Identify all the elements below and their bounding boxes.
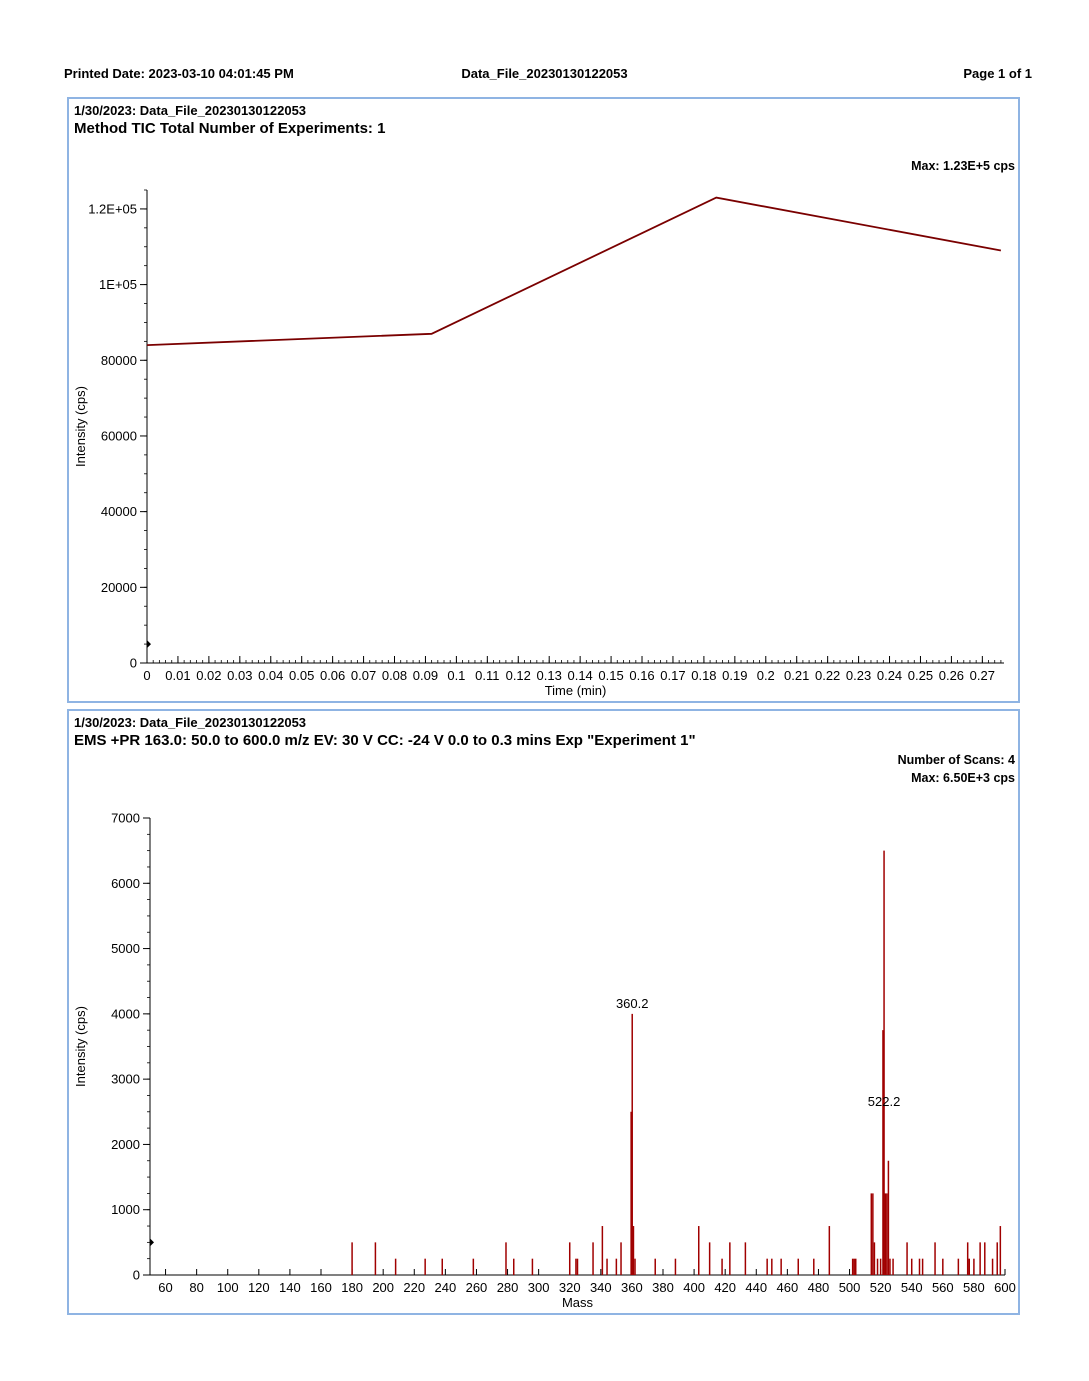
tic-x-tick-label: 0.05 xyxy=(289,668,314,683)
spectrum-x-tick-label: 540 xyxy=(901,1280,923,1295)
spectrum-y-tick-label: 2000 xyxy=(111,1137,140,1152)
spectrum-x-tick-label: 600 xyxy=(994,1280,1016,1295)
spectrum-y-tick-label: 5000 xyxy=(111,941,140,956)
spectrum-x-tick-label: 340 xyxy=(590,1280,612,1295)
tic-x-tick-label: 0.03 xyxy=(227,668,252,683)
tic-x-tick-label: 0.06 xyxy=(320,668,345,683)
tic-x-tick-label: 0.16 xyxy=(629,668,654,683)
spectrum-x-tick-label: 80 xyxy=(189,1280,203,1295)
spectrum-x-tick-label: 260 xyxy=(466,1280,488,1295)
spectrum-x-tick-label: 460 xyxy=(777,1280,799,1295)
header-file-name: Data_File_20230130122053 xyxy=(461,66,628,81)
tic-x-tick-label: 0.13 xyxy=(537,668,562,683)
spectrum-x-tick-label: 280 xyxy=(497,1280,519,1295)
tic-x-tick-label: 0.26 xyxy=(939,668,964,683)
spectrum-y-tick-label: 0 xyxy=(133,1268,140,1283)
spectrum-x-axis-label: Mass xyxy=(562,1295,594,1310)
spectrum-x-tick-label: 180 xyxy=(341,1280,363,1295)
spectrum-y-tick-label: 4000 xyxy=(111,1006,140,1021)
tic-x-tick-label: 0.01 xyxy=(165,668,190,683)
tic-x-tick-label: 0.17 xyxy=(660,668,685,683)
tic-x-tick-label: 0.08 xyxy=(382,668,407,683)
tic-y-tick-label: 1.2E+05 xyxy=(88,201,137,216)
tic-x-tick-label: 0.2 xyxy=(757,668,775,683)
spectrum-x-tick-label: 580 xyxy=(963,1280,985,1295)
tic-x-tick-label: 0.11 xyxy=(475,668,499,683)
spectrum-x-tick-label: 320 xyxy=(559,1280,581,1295)
tic-y-tick-label: 60000 xyxy=(101,428,137,443)
spectrum-x-tick-label: 140 xyxy=(279,1280,301,1295)
spectrum-peak-label: 360.2 xyxy=(616,996,649,1011)
spectrum-y-tick-label: 6000 xyxy=(111,876,140,891)
spectrum-x-tick-label: 520 xyxy=(870,1280,892,1295)
tic-max-info: Max: 1.23E+5 cps xyxy=(911,159,1015,173)
spectrum-panel-method-title: EMS +PR 163.0: 50.0 to 600.0 m/z EV: 30 … xyxy=(74,732,696,749)
tic-x-tick-label: 0.19 xyxy=(722,668,747,683)
tic-x-tick-label: 0.02 xyxy=(196,668,221,683)
spectrum-peak-label: 522.2 xyxy=(868,1094,901,1109)
spectrum-x-tick-label: 420 xyxy=(714,1280,736,1295)
spectrum-x-tick-label: 120 xyxy=(248,1280,270,1295)
spectrum-panel: 1/30/2023: Data_File_20230130122053 EMS … xyxy=(67,709,1020,1315)
spectrum-max-info: Max: 6.50E+3 cps xyxy=(911,771,1015,785)
tic-x-tick-label: 0.22 xyxy=(815,668,840,683)
spectrum-x-tick-label: 100 xyxy=(217,1280,239,1295)
spectrum-y-tick-label: 3000 xyxy=(111,1072,140,1087)
tic-x-tick-label: 0.21 xyxy=(784,668,809,683)
tic-x-tick-label: 0 xyxy=(143,668,150,683)
tic-series-line xyxy=(146,196,1002,346)
spectrum-x-tick-label: 400 xyxy=(683,1280,705,1295)
tic-panel-method-title: Method TIC Total Number of Experiments: … xyxy=(74,120,386,137)
tic-y-tick-label: 20000 xyxy=(101,580,137,595)
spectrum-x-tick-label: 300 xyxy=(528,1280,550,1295)
tic-y-axis-label: Intensity (cps) xyxy=(73,386,88,467)
tic-x-tick-label: 0.04 xyxy=(258,668,283,683)
tic-x-tick-label: 0.27 xyxy=(970,668,995,683)
tic-x-tick-label: 0.24 xyxy=(877,668,902,683)
spectrum-scans-info: Number of Scans: 4 xyxy=(897,753,1015,767)
tic-panel: 1/30/2023: Data_File_20230130122053 Meth… xyxy=(67,97,1020,703)
tic-y-tick-label: 40000 xyxy=(101,504,137,519)
spectrum-x-tick-label: 60 xyxy=(158,1280,172,1295)
spectrum-x-tick-label: 200 xyxy=(372,1280,394,1295)
tic-x-tick-label: 0.07 xyxy=(351,668,376,683)
spectrum-panel-date-title: 1/30/2023: Data_File_20230130122053 xyxy=(74,715,307,730)
spectrum-x-tick-label: 380 xyxy=(652,1280,674,1295)
spectrum-x-tick-label: 500 xyxy=(839,1280,861,1295)
tic-panel-date-title: 1/30/2023: Data_File_20230130122053 xyxy=(74,103,307,118)
tic-x-tick-label: 0.14 xyxy=(567,668,592,683)
spectrum-x-tick-label: 480 xyxy=(808,1280,830,1295)
tic-x-tick-label: 0.25 xyxy=(908,668,933,683)
tic-x-tick-label: 0.23 xyxy=(846,668,871,683)
tic-x-tick-label: 0.09 xyxy=(413,668,438,683)
tic-x-tick-label: 0.15 xyxy=(598,668,623,683)
tic-axis-marker xyxy=(147,640,151,649)
tic-x-axis-label: Time (min) xyxy=(545,683,607,698)
spectrum-y-axis-label: Intensity (cps) xyxy=(73,1006,88,1087)
spectrum-x-tick-label: 440 xyxy=(745,1280,767,1295)
page-number: Page 1 of 1 xyxy=(963,66,1032,81)
tic-x-tick-label: 0.12 xyxy=(506,668,531,683)
spectrum-x-tick-label: 360 xyxy=(621,1280,643,1295)
spectrum-x-tick-label: 560 xyxy=(932,1280,954,1295)
spectrum-y-tick-label: 1000 xyxy=(111,1202,140,1217)
spectrum-x-tick-label: 160 xyxy=(310,1280,332,1295)
spectrum-axis-marker xyxy=(150,1238,154,1247)
tic-y-tick-label: 1E+05 xyxy=(99,277,137,292)
tic-x-tick-label: 0.18 xyxy=(691,668,716,683)
spectrum-x-tick-label: 240 xyxy=(435,1280,457,1295)
tic-y-tick-label: 0 xyxy=(130,656,137,671)
spectrum-x-tick-label: 220 xyxy=(403,1280,425,1295)
printed-date: Printed Date: 2023-03-10 04:01:45 PM xyxy=(64,66,294,81)
tic-x-tick-label: 0.1 xyxy=(447,668,465,683)
tic-y-tick-label: 80000 xyxy=(101,353,137,368)
spectrum-y-tick-label: 7000 xyxy=(111,811,140,826)
